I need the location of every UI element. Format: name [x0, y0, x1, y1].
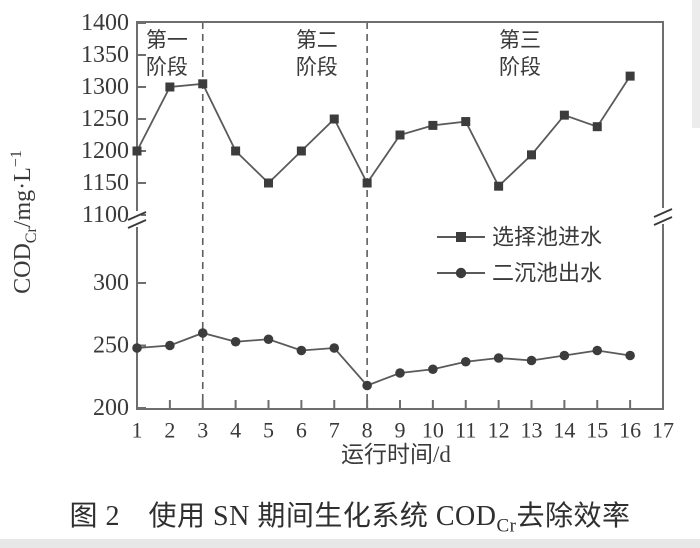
data-point [296, 345, 307, 356]
data-point [165, 340, 175, 351]
axis-break-icon [653, 216, 673, 226]
data-point [132, 343, 142, 353]
data-point [264, 178, 273, 188]
y-tick-label: 1200 [81, 138, 129, 164]
data-point [493, 353, 504, 363]
y-tick-label: 1350 [81, 42, 129, 68]
data-point [329, 114, 339, 124]
legend-label: 选择池进水 [492, 225, 602, 250]
data-point [231, 146, 241, 156]
plot-frame [136, 21, 664, 410]
phase-label-line1: 第三 [499, 28, 541, 52]
data-point [395, 368, 405, 378]
x-tick-label: 17 [652, 418, 674, 443]
caption-text: 图 2 使用 SN 期间生化系统 COD [69, 501, 497, 532]
axis-break-icon [127, 219, 147, 229]
x-tick-label: 15 [586, 418, 608, 443]
phase-label-line2: 阶段 [146, 55, 188, 79]
data-point [460, 356, 471, 367]
x-tick-label: 8 [362, 418, 373, 443]
y-tick-label: 1100 [82, 202, 129, 228]
phase-label-line2: 阶段 [499, 55, 541, 79]
x-tick-label: 2 [164, 418, 175, 443]
x-tick-label: 1 [132, 418, 143, 443]
data-point [263, 334, 274, 345]
legend-label: 二沉池出水 [492, 261, 602, 286]
legend-circle-marker-icon [455, 267, 467, 279]
series-line-effluent [136, 332, 631, 387]
y-axis-label: CODCr/mg·L−1 [8, 150, 40, 294]
scan-edge-right [692, 0, 700, 128]
x-tick-label: 12 [488, 418, 510, 443]
axis-break-mask [133, 211, 141, 227]
figure-caption: 图 2 使用 SN 期间生化系统 CODCr去除效率 [0, 494, 700, 538]
data-point [526, 355, 537, 366]
y-tick-label: 300 [93, 270, 129, 296]
x-tick-label: 5 [263, 418, 274, 443]
data-point [428, 120, 438, 130]
data-point [428, 364, 438, 375]
data-point [559, 350, 570, 361]
x-tick-label: 10 [422, 418, 444, 443]
x-tick-label: 9 [395, 418, 406, 443]
y-tick-label: 1150 [82, 170, 129, 196]
scan-edge-bottom [0, 539, 700, 548]
y-tick-label: 1250 [81, 106, 129, 132]
data-point [197, 328, 208, 338]
data-point [592, 122, 602, 132]
axis-break-mask [659, 208, 667, 224]
y-tick-label: 1400 [81, 10, 129, 36]
y-tick-label: 1300 [81, 74, 129, 100]
data-point [362, 178, 372, 188]
caption-suffix: 去除效率 [516, 501, 631, 532]
x-tick-label: 16 [619, 418, 641, 443]
data-point [625, 350, 635, 361]
x-tick-label: 13 [521, 418, 543, 443]
phase-label-line2: 阶段 [296, 55, 338, 79]
y-tick-label: 250 [93, 333, 129, 359]
x-tick-label: 14 [553, 418, 575, 443]
axis-break-icon [127, 211, 147, 221]
axis-break-icon [653, 208, 673, 218]
x-tick-label: 7 [329, 418, 340, 443]
phase-label-line1: 第一 [146, 28, 188, 52]
data-point [165, 82, 175, 92]
data-point [559, 110, 569, 120]
y-tick-label: 200 [93, 395, 129, 421]
x-axis-label: 运行时间/d [341, 442, 451, 467]
x-tick-label: 3 [197, 418, 208, 443]
data-point [362, 380, 372, 391]
data-point [494, 181, 504, 191]
data-point [296, 146, 306, 156]
x-tick-label: 11 [455, 418, 476, 443]
x-tick-label: 6 [296, 418, 307, 443]
caption-subscript: Cr [496, 515, 517, 537]
data-point [132, 146, 142, 156]
data-point [329, 343, 340, 353]
data-point [395, 130, 405, 140]
data-point [592, 345, 603, 356]
phase-label-line1: 第二 [296, 28, 338, 52]
series-line-influent [136, 75, 631, 188]
legend-square-marker-icon [456, 232, 466, 242]
data-point [230, 336, 241, 347]
data-point [461, 117, 471, 127]
x-tick-label: 4 [230, 418, 241, 443]
data-point [527, 150, 536, 160]
data-point [198, 79, 208, 89]
data-point [625, 71, 635, 81]
